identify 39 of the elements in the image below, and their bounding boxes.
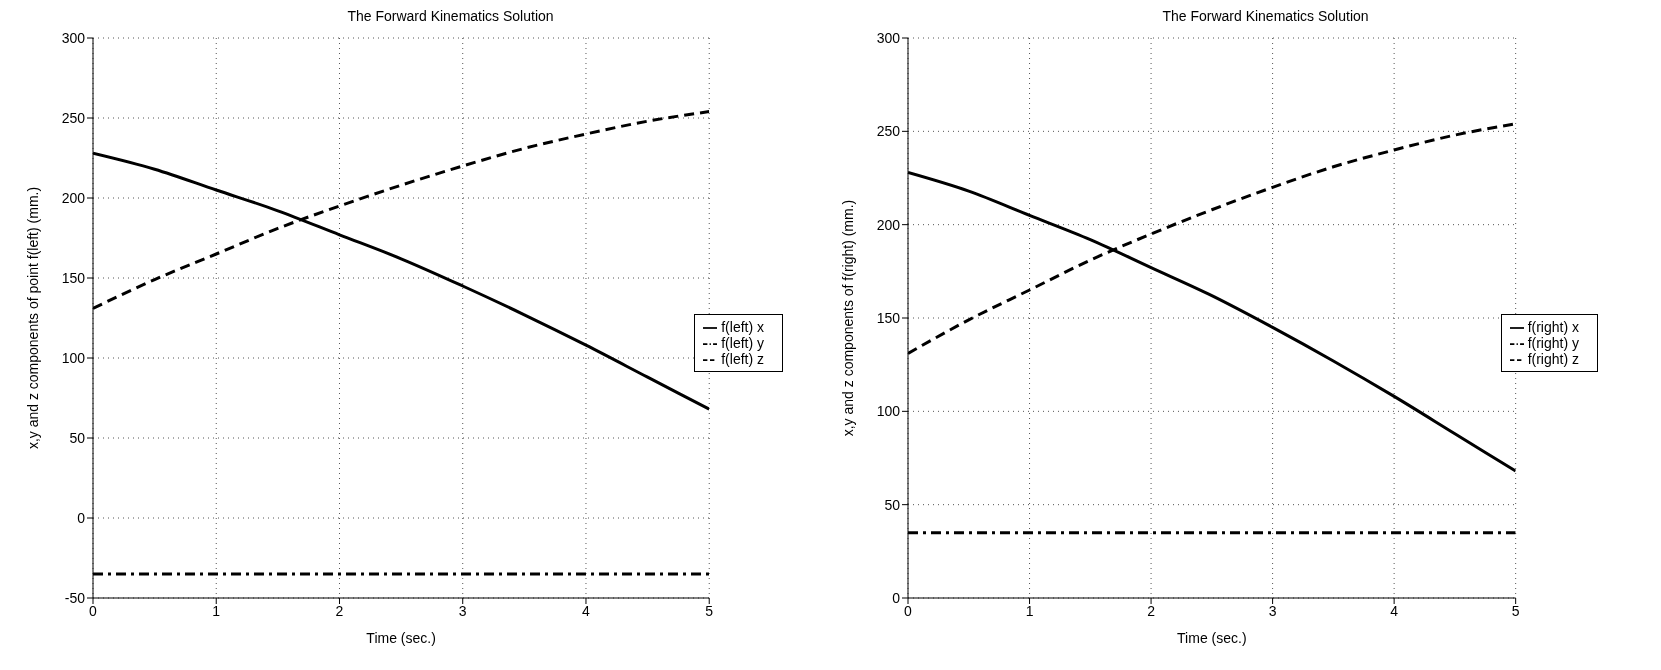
y-tick-label: 300 — [876, 29, 901, 46]
x-tick-label: 5 — [705, 602, 714, 619]
y-tick-label: 50 — [884, 496, 901, 513]
x-tick-label: 3 — [458, 602, 467, 619]
legend-label: f(right) z — [1527, 351, 1579, 368]
y-tick-label: 50 — [69, 429, 86, 446]
x-tick-label: 0 — [89, 602, 98, 619]
x-tick-label: 2 — [335, 602, 344, 619]
legend-label: f(left) z — [721, 351, 764, 368]
y-tick-label: 150 — [61, 269, 86, 286]
y-axis-title: x,y and z components of f(right) (mm.) — [839, 199, 856, 437]
chart-title: The Forward Kinematics Solution — [1161, 8, 1370, 26]
y-tick-label: 0 — [892, 589, 901, 606]
y-tick-label: 250 — [876, 123, 901, 140]
x-tick-label: 0 — [904, 602, 913, 619]
chart-title: The Forward Kinematics Solution — [346, 8, 555, 26]
x-tick-label: 5 — [1511, 602, 1520, 619]
legend-label: f(right) x — [1527, 318, 1579, 335]
y-tick-label: -50 — [64, 589, 86, 606]
y-tick-label: 250 — [61, 109, 86, 126]
y-tick-label: 100 — [876, 403, 901, 420]
x-tick-label: 2 — [1147, 602, 1156, 619]
x-axis-title: Time (sec.) — [366, 630, 436, 646]
y-tick-label: 100 — [61, 349, 86, 366]
legend-label: f(left) y — [721, 334, 764, 351]
legend-label: f(right) y — [1527, 334, 1579, 351]
y-tick-label: 300 — [61, 29, 86, 46]
x-tick-label: 1 — [1025, 602, 1034, 619]
y-tick-label: 0 — [77, 509, 86, 526]
x-tick-label: 3 — [1268, 602, 1277, 619]
y-tick-label: 200 — [876, 216, 901, 233]
y-tick-label: 150 — [876, 309, 901, 326]
x-tick-label: 1 — [212, 602, 221, 619]
y-axis-title: x,y and z components of point f(left) (mm.) — [24, 186, 41, 450]
y-tick-label: 200 — [61, 189, 86, 206]
x-tick-label: 4 — [582, 602, 591, 619]
legend-label: f(left) x — [721, 318, 764, 335]
x-tick-label: 4 — [1390, 602, 1399, 619]
x-axis-title: Time (sec.) — [1177, 630, 1247, 646]
